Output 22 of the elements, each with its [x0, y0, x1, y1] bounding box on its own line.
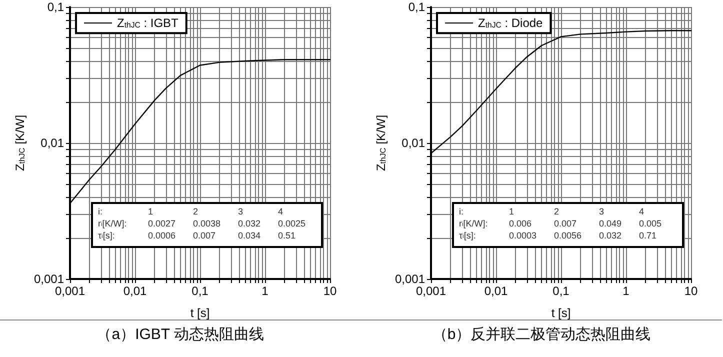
x-tick-label: 10: [323, 284, 337, 298]
x-tick-label: 10: [684, 284, 698, 298]
text: i: 1 2 3 4: [459, 206, 644, 216]
x-tick-label: 0,01: [123, 284, 147, 298]
y-tick-label: 0,01: [402, 136, 426, 150]
text: （b）反并联二极管动态热阻曲线: [432, 326, 651, 343]
y-tick-label: 0,001: [394, 272, 426, 286]
x-axis-title: t [s]: [190, 306, 210, 320]
y-tick-label: 0,001: [34, 272, 64, 286]
x-axis-title: t [s]: [551, 306, 571, 320]
text: （a）IGBT 动态热阻曲线: [96, 326, 264, 343]
x-tick-label: 0,001: [54, 284, 86, 298]
x-tick-label: 0,1: [552, 284, 570, 298]
x-tick-label: 1: [262, 284, 269, 298]
text: i: 1 2 3 4: [98, 206, 284, 216]
x-tick-label: 0,01: [484, 284, 508, 298]
x-tick-label: 1: [622, 284, 630, 298]
y-tick-label: 0,1: [408, 0, 426, 14]
y-tick-label: 0,01: [40, 136, 64, 150]
x-tick-label: 0,1: [192, 284, 209, 298]
x-tick-label: 0,001: [416, 284, 446, 298]
y-tick-label: 0,1: [47, 0, 64, 14]
